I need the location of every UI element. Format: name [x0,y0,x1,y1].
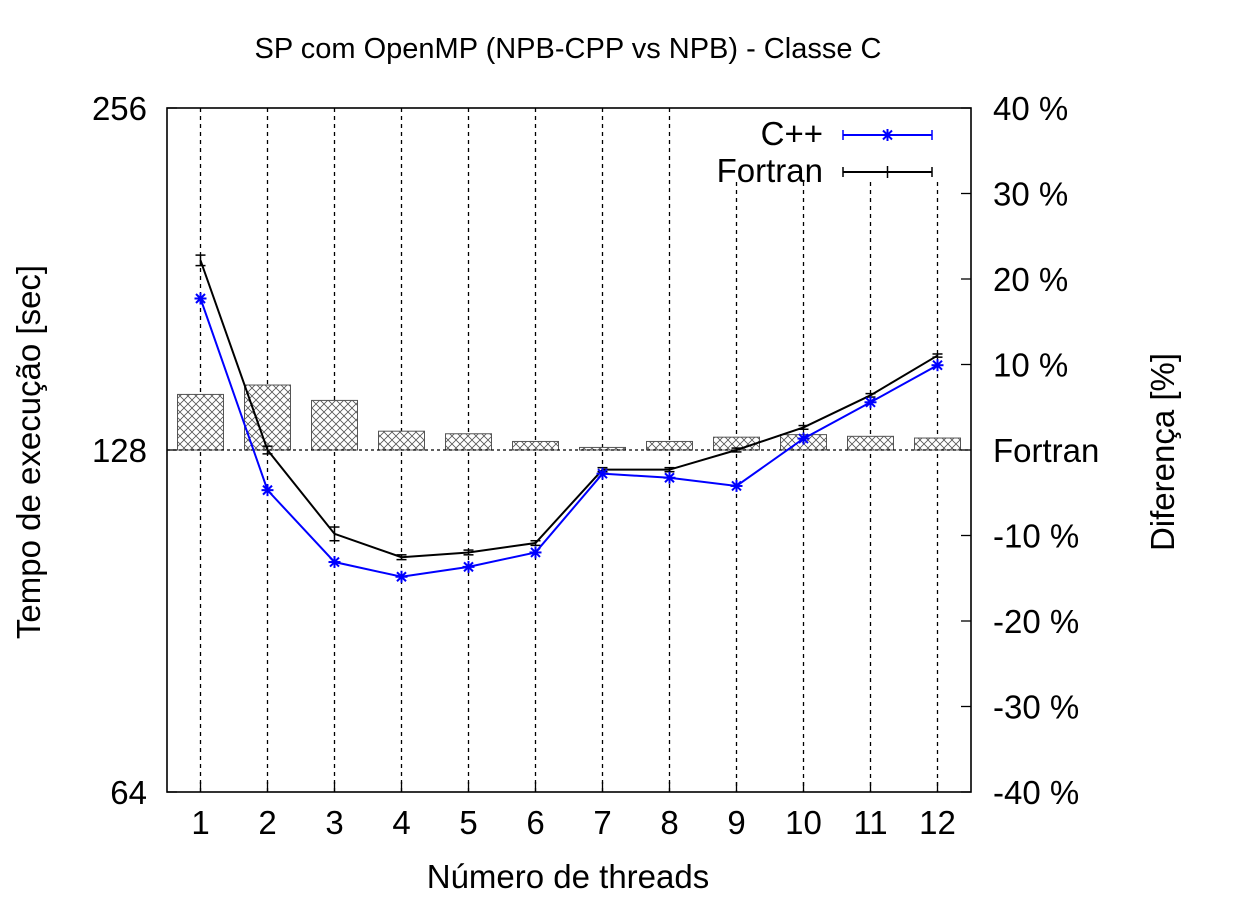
asterisk-marker [328,556,341,569]
diff-bar [579,446,626,451]
marker-stroke [463,561,474,573]
x-axis-label: Número de threads [427,858,709,895]
diff-bar [847,435,894,451]
asterisk-marker [663,471,676,484]
marker-stroke [932,360,943,371]
marker-stroke [865,397,876,408]
y-tick-label: 64 [110,774,147,811]
diff-bar [177,393,224,451]
fortran-point [396,554,407,561]
series-line-cpp [199,298,938,578]
fortran-point [731,447,742,453]
asterisk-marker [194,292,207,305]
asterisk-marker [395,570,408,583]
legend: C++Fortran [717,115,933,189]
y-tick-label: 128 [92,432,147,469]
asterisk-marker [864,396,877,409]
x-tick-label: 1 [191,804,209,841]
y2-tick-label: -10 % [993,518,1079,555]
y2-tick-label: -40 % [993,774,1079,811]
y-axis-label: Tempo de execução [sec] [10,265,47,639]
y2-tick-label: 40 % [993,90,1068,127]
fortran-point [262,445,273,455]
asterisk-marker [596,467,609,480]
diff-bar [512,440,559,451]
diff-bar [311,399,358,451]
y2-tick-label: -30 % [993,689,1079,726]
fortran-point [664,466,675,473]
asterisk-marker [261,484,274,497]
legend-label: Fortran [717,152,823,189]
marker-stroke [798,433,809,444]
marker-stroke [882,129,893,141]
x-tick-label: 7 [593,804,611,841]
y2-tick-label: -20 % [993,603,1079,640]
marker-stroke [664,472,675,483]
marker-stroke [396,571,407,582]
asterisk-marker [462,560,475,573]
series-line-fortran [199,259,939,559]
fortran-point [530,539,541,547]
fortran-point [798,424,809,430]
asterisk-marker [797,432,810,445]
asterisk-marker [529,546,542,559]
marker-stroke [195,293,206,304]
x-tick-label: 10 [785,804,822,841]
marker-stroke [329,556,340,568]
chart-title: SP com OpenMP (NPB-CPP vs NPB) - Classe … [255,33,882,65]
y2-tick-label: 20 % [993,261,1068,298]
x-tick-label: 4 [392,804,410,841]
marker-stroke [597,468,608,479]
y2-tick-label: 30 % [993,176,1068,213]
fortran-point [932,353,943,358]
y2-tick-label: 10 % [993,347,1068,384]
marker-stroke [262,484,273,496]
marker-stroke [731,480,742,492]
fortran-point [329,526,340,542]
x-tick-label: 9 [727,804,745,841]
y-tick-label: 256 [92,90,147,127]
x-tick-label: 6 [526,804,544,841]
series-lines [194,254,944,583]
x-tick-label: 11 [853,804,887,841]
legend-entry: Fortran [717,152,933,189]
diff-bar [378,430,425,451]
y2-axis-label: Diferença [%] [1144,353,1181,551]
fortran-point [463,549,474,556]
diff-bar [445,433,492,451]
marker-stroke [530,547,541,558]
x-tick-label: 8 [660,804,678,841]
legend-entry: C++ [761,115,933,152]
asterisk-marker [931,359,944,372]
legend-label: C++ [761,115,823,152]
x-tick-label: 12 [919,804,956,841]
asterisk-marker [730,479,743,492]
diff-bar [914,437,961,451]
y2-tick-label: Fortran [993,432,1099,469]
diff-bar [646,440,693,451]
x-tick-label: 3 [325,804,343,841]
diff-bar [244,384,291,451]
fortran-point [195,254,206,267]
asterisk-marker [881,129,894,141]
x-tick-label: 5 [459,804,477,841]
x-tick-label: 2 [258,804,276,841]
